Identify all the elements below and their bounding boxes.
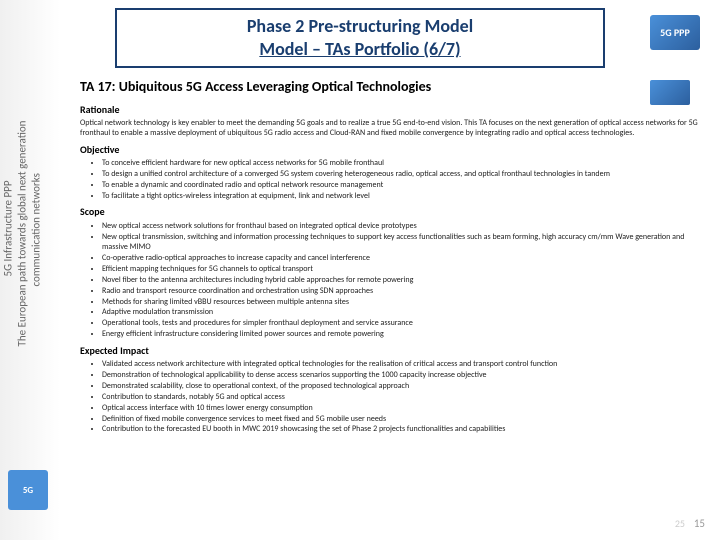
- list-item: Novel fiber to the antenna architectures…: [102, 275, 705, 285]
- rationale-head: Rationale: [80, 104, 705, 117]
- title-line-2: Model – TAs Portfolio (6/7): [259, 38, 460, 61]
- list-item: Demonstration of technological applicabi…: [102, 370, 705, 380]
- list-item: Co-operative radio-optical approaches to…: [102, 253, 705, 263]
- page-number: 15: [694, 517, 705, 530]
- rationale-text: Optical network technology is key enable…: [80, 118, 705, 139]
- list-item: Energy efficient infrastructure consider…: [102, 329, 705, 339]
- list-item: Efficient mapping techniques for 5G chan…: [102, 264, 705, 274]
- list-item: Optical access interface with 10 times l…: [102, 403, 705, 413]
- impact-head: Expected Impact: [80, 345, 705, 358]
- list-item: Demonstrated scalability, close to opera…: [102, 381, 705, 391]
- list-item: To facilitate a tight optics-wireless in…: [102, 191, 705, 201]
- list-item: Contribution to standards, notably 5G an…: [102, 392, 705, 402]
- content-area: TA 17: Ubiquitous 5G Access Leveraging O…: [80, 78, 705, 525]
- list-item: Validated access network architecture wi…: [102, 359, 705, 369]
- sidebar-logo: 5G: [8, 470, 48, 510]
- list-item: Radio and transport resource coordinatio…: [102, 286, 705, 296]
- list-item: To conceive efficient hardware for new o…: [102, 158, 705, 168]
- objective-list: To conceive efficient hardware for new o…: [80, 158, 705, 201]
- impact-list: Validated access network architecture wi…: [80, 359, 705, 435]
- sidebar-text-2: The European path towards global next ge…: [16, 121, 29, 347]
- objective-head: Objective: [80, 144, 705, 157]
- list-item: New optical access network solutions for…: [102, 221, 705, 231]
- title-box: Phase 2 Pre-structuring Model Model – TA…: [115, 8, 605, 68]
- list-item: Operational tools, tests and procedures …: [102, 318, 705, 328]
- list-item: Adaptive modulation transmission: [102, 307, 705, 317]
- sidebar-text-1: 5G Infrastructure PPP: [2, 180, 15, 276]
- list-item: Definition of fixed mobile convergence s…: [102, 414, 705, 424]
- sidebar-text-3: communication networks: [30, 173, 43, 286]
- scope-list: New optical access network solutions for…: [80, 221, 705, 340]
- page-number-small: 25: [675, 517, 685, 530]
- list-item: To enable a dynamic and coordinated radi…: [102, 180, 705, 190]
- scope-head: Scope: [80, 206, 705, 219]
- ta-heading: TA 17: Ubiquitous 5G Access Leveraging O…: [80, 78, 705, 96]
- list-item: Contribution to the forecasted EU booth …: [102, 424, 705, 434]
- list-item: New optical transmission, switching and …: [102, 232, 705, 253]
- top-logo: 5G PPP: [650, 15, 700, 50]
- left-sidebar: 5G Infrastructure PPP The European path …: [0, 0, 60, 540]
- title-line-1: Phase 2 Pre-structuring Model: [247, 15, 473, 38]
- list-item: To design a unified control architecture…: [102, 169, 705, 179]
- list-item: Methods for sharing limited vBBU resourc…: [102, 297, 705, 307]
